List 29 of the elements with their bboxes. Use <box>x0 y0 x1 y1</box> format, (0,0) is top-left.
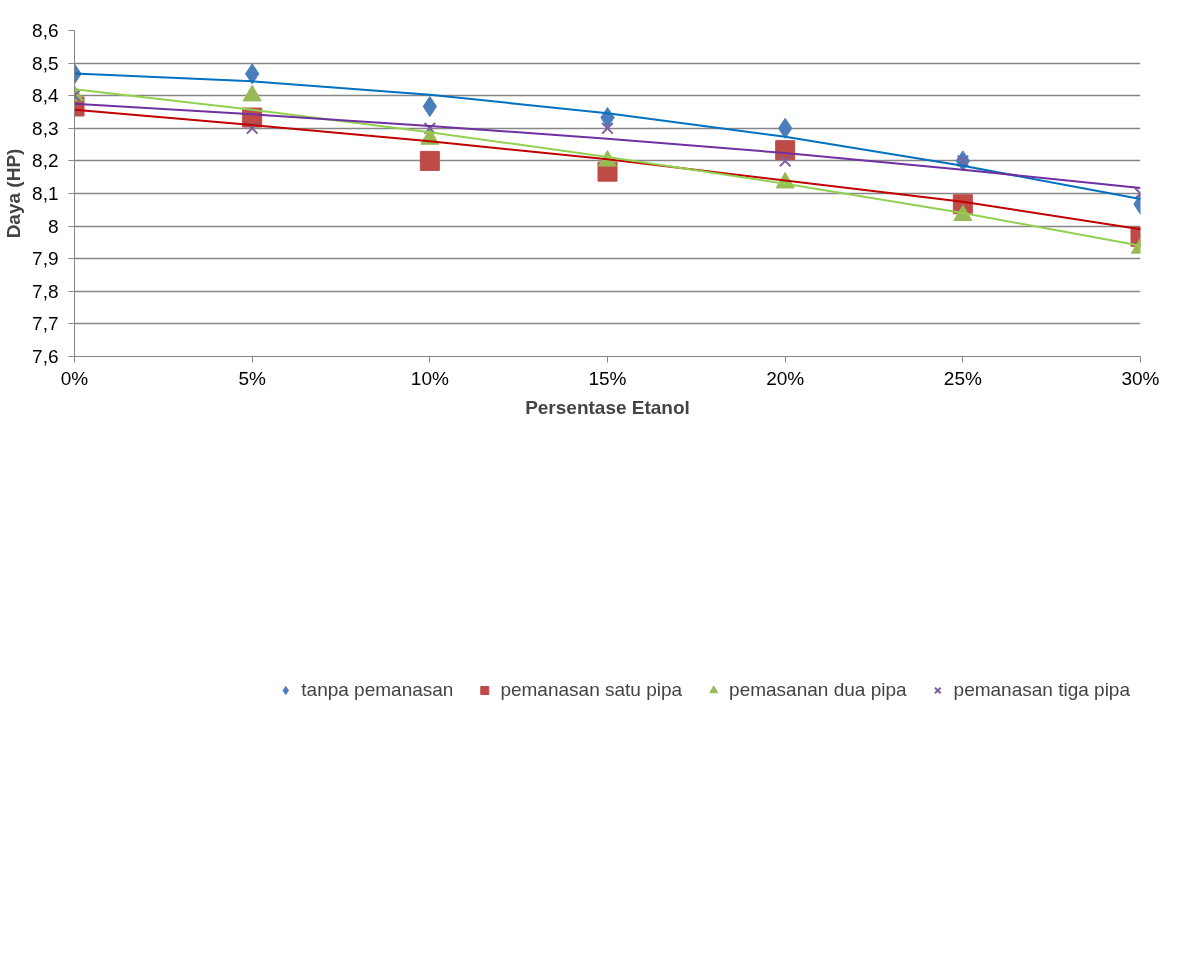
y-tick-label: 8,2 <box>32 150 59 172</box>
y-tick-label: 8 <box>47 215 59 237</box>
x-tick-label: 15% <box>588 367 627 389</box>
y-tick-label: 7,6 <box>32 346 59 367</box>
legend-label: pemasanan dua pipa <box>729 679 907 701</box>
point <box>601 122 614 135</box>
y-axis-title: Daya (HP) <box>3 148 25 239</box>
point <box>778 154 792 168</box>
x-axis-title: Persentase Etanol <box>525 396 690 418</box>
x-tick-label: 30% <box>1121 367 1160 389</box>
legend-label: tanpa pemanasan <box>301 679 454 701</box>
y-tick-label: 7,8 <box>32 280 59 302</box>
y-tick-label: 8,6 <box>32 20 59 41</box>
x-tick-label: 0% <box>60 367 89 389</box>
y-tick-label: 8,1 <box>32 183 59 204</box>
y-tick-label: 7,9 <box>32 248 59 270</box>
x-tick-label: 5% <box>238 367 266 389</box>
y-tick-label: 8,3 <box>32 117 59 139</box>
y-tick-label: 8,4 <box>32 85 59 107</box>
x-tick-label: 10% <box>410 367 449 389</box>
y-tick-label: 8,5 <box>32 52 59 74</box>
legend-label: pemanasan tiga pipa <box>953 679 1130 701</box>
x-tick-label: 20% <box>766 367 805 389</box>
point <box>423 122 437 135</box>
legend-label: pemanasan satu pipa <box>500 679 683 701</box>
point <box>419 150 440 171</box>
y-tick-label: 7,7 <box>32 313 59 335</box>
point <box>245 122 259 135</box>
x-tick-label: 25% <box>943 367 982 389</box>
